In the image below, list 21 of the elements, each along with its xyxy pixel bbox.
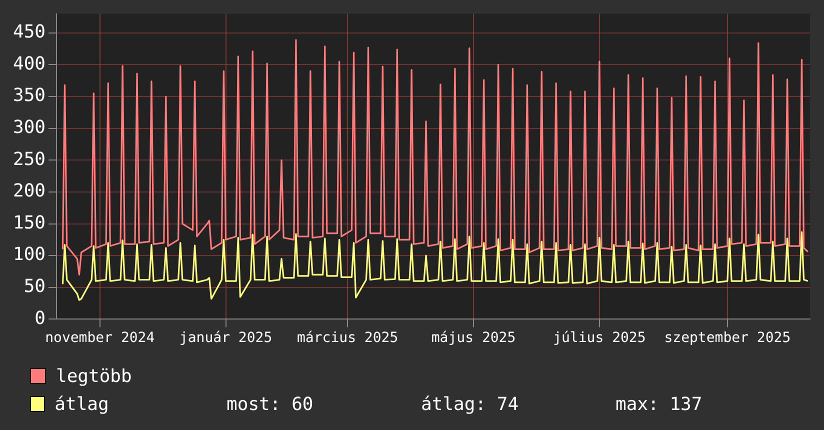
y-tick-label: 50 [24, 276, 46, 298]
y-tick-label: 200 [12, 180, 46, 202]
x-tick-label: szeptember 2025 [664, 330, 791, 346]
y-tick-label: 150 [12, 212, 46, 234]
text: átlag: 74 [421, 394, 520, 414]
x-tick-label: január 2025 [179, 330, 272, 346]
y-tick-label: 250 [12, 148, 46, 170]
x-tick-label: május 2025 [431, 330, 516, 346]
y-tick-label: 0 [34, 308, 46, 329]
x-tick-label: július 2025 [553, 330, 646, 346]
legend-label: átlag [54, 394, 110, 414]
x-tick-label: november 2024 [45, 330, 155, 346]
y-tick-label: 100 [12, 244, 46, 266]
text: most: 60 [226, 394, 314, 414]
y-tick-label: 450 [12, 22, 46, 43]
y-tick-label: 350 [12, 85, 46, 106]
x-tick-label: március 2025 [297, 330, 398, 346]
legend-label: legtöbb [56, 366, 133, 386]
y-tick-label: 400 [12, 53, 46, 74]
text: max: 137 [616, 394, 704, 414]
y-tick-label: 300 [12, 116, 46, 138]
